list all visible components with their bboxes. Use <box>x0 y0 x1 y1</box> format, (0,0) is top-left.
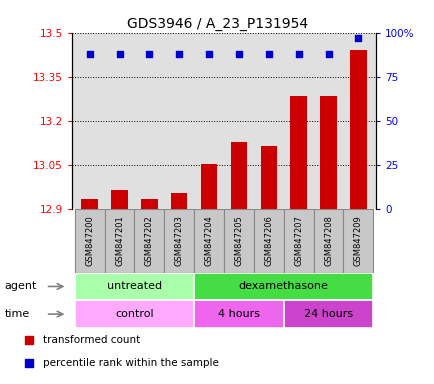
Bar <box>224 209 253 273</box>
Bar <box>194 273 372 300</box>
Text: transformed count: transformed count <box>43 335 140 346</box>
Point <box>324 51 331 57</box>
Bar <box>104 209 134 273</box>
Text: dexamethasone: dexamethasone <box>238 281 328 291</box>
Bar <box>253 209 283 273</box>
Point <box>235 51 242 57</box>
Text: percentile rank within the sample: percentile rank within the sample <box>43 358 218 368</box>
Bar <box>111 190 128 209</box>
Bar <box>141 199 157 209</box>
Point <box>175 51 182 57</box>
Text: time: time <box>4 309 30 319</box>
Bar <box>164 209 194 273</box>
Text: GSM847203: GSM847203 <box>174 215 183 266</box>
Text: GSM847201: GSM847201 <box>115 215 124 266</box>
Bar <box>260 146 276 209</box>
Bar <box>134 209 164 273</box>
Bar <box>171 193 187 209</box>
Text: 4 hours: 4 hours <box>217 309 260 319</box>
Bar <box>194 209 224 273</box>
Bar <box>343 209 372 273</box>
Text: GDS3946 / A_23_P131954: GDS3946 / A_23_P131954 <box>127 17 307 31</box>
Bar <box>349 50 366 209</box>
Bar <box>201 164 217 209</box>
Bar <box>75 273 194 300</box>
Bar <box>75 209 104 273</box>
Point <box>116 51 123 57</box>
Bar <box>313 209 343 273</box>
Text: GSM847206: GSM847206 <box>264 215 273 266</box>
Text: untreated: untreated <box>107 281 161 291</box>
Text: GSM847207: GSM847207 <box>293 215 302 266</box>
Bar <box>283 300 372 328</box>
Bar <box>194 300 283 328</box>
Bar <box>283 209 313 273</box>
Bar <box>81 199 98 209</box>
Bar <box>319 96 336 209</box>
Bar <box>230 142 247 209</box>
Text: GSM847205: GSM847205 <box>234 215 243 266</box>
Point <box>205 51 212 57</box>
Point <box>265 51 272 57</box>
Text: 24 hours: 24 hours <box>303 309 352 319</box>
Text: GSM847208: GSM847208 <box>323 215 332 266</box>
Point <box>26 338 33 343</box>
Point <box>145 51 152 57</box>
Text: GSM847204: GSM847204 <box>204 215 213 266</box>
Text: GSM847202: GSM847202 <box>145 215 154 266</box>
Bar <box>75 300 194 328</box>
Bar <box>290 96 306 209</box>
Text: agent: agent <box>4 281 36 291</box>
Point <box>295 51 302 57</box>
Point <box>86 51 93 57</box>
Point <box>26 360 33 366</box>
Point <box>354 35 361 41</box>
Text: GSM847209: GSM847209 <box>353 215 362 266</box>
Text: control: control <box>115 309 154 319</box>
Text: GSM847200: GSM847200 <box>85 215 94 266</box>
